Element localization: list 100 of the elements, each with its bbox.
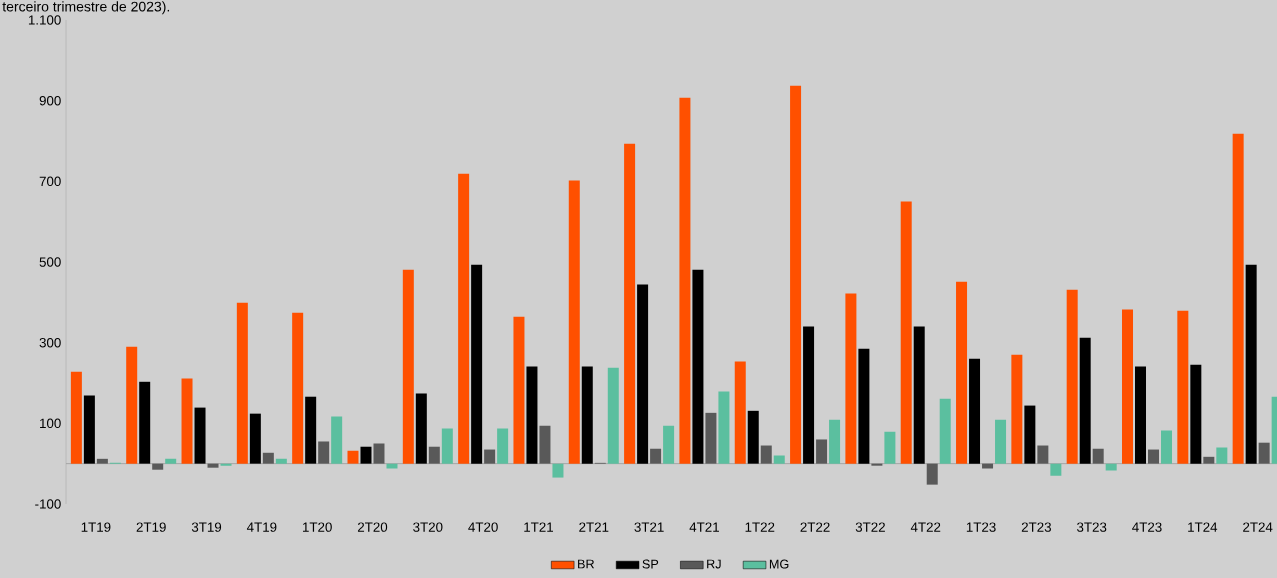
bar [513,316,525,464]
bar [70,371,82,464]
bar [581,366,593,464]
bar [1092,448,1104,464]
x-tick-label: 1T24 [1188,522,1218,532]
x-tick-label: 4T23 [1132,522,1162,532]
bar [982,463,994,469]
x-tick-label: 2T22 [800,522,830,532]
bar [760,445,772,464]
bar [718,391,730,464]
bar [1232,133,1244,464]
y-tick-label: 1.100 [28,15,61,25]
x-tick-label: 3T19 [191,522,222,532]
bar [484,449,496,464]
x-tick-label: 2T20 [357,522,388,532]
bar [126,346,138,464]
x-tick-label: 1T21 [524,522,554,532]
bar [318,441,330,464]
bar [747,410,759,464]
x-tick-label: 3T23 [1076,522,1107,532]
x-tick-label: 2T19 [136,522,166,532]
x-tick-label: 4T19 [246,522,277,532]
chart-title: terceiro trimestre de 2023). [2,1,170,15]
bar [165,458,177,464]
bar [1203,456,1215,464]
bar [900,201,912,464]
x-tick-label: 2T23 [1021,522,1051,532]
x-tick-label: 1T20 [303,522,332,532]
bar [679,97,691,464]
x-tick-label: 1T23 [966,522,996,532]
bar [803,326,815,464]
bar [926,463,938,485]
legend-label: SP [642,559,659,569]
bar [1245,264,1257,464]
bar [220,463,232,466]
bar [458,173,470,464]
bar [347,450,359,464]
legend-label: MG [769,559,789,569]
bar [650,448,662,464]
bar [790,85,802,464]
bar [275,458,287,464]
bar [773,455,785,464]
bar [415,393,427,464]
y-tick-label: 900 [39,95,61,106]
bar [152,463,164,470]
x-tick-label: 2T21 [579,522,609,532]
bar [607,367,619,464]
bar [939,398,951,464]
bar [1011,354,1023,464]
bar [692,269,704,464]
y-tick-label: 100 [40,418,61,429]
bar [360,446,372,464]
bar [373,443,385,464]
bar [139,381,151,464]
bar [871,463,883,466]
bar [1105,463,1117,471]
y-tick-label: 300 [39,337,61,348]
bar [386,463,398,469]
bar [705,412,717,464]
legend-label: BR [578,559,595,569]
x-tick-label: 4T21 [689,522,719,532]
bar [1161,430,1173,464]
bar [1122,309,1134,464]
bar [1177,310,1189,464]
bar [539,425,551,464]
bar [1066,289,1078,464]
x-tick-label: 3T22 [855,522,885,532]
bar [858,348,870,464]
bar [1079,337,1091,464]
y-tick-label: -100 [35,499,61,509]
bar [402,269,414,464]
bar [194,407,206,464]
bar [497,428,509,464]
bar [969,358,981,464]
bar [663,425,675,464]
x-tick-label: 1T19 [81,522,111,532]
bar [913,326,925,464]
bar [249,413,261,464]
bar [734,361,746,464]
bar [1037,445,1049,464]
bar [884,431,896,464]
bar [305,396,317,464]
x-tick-label: 4T22 [910,522,941,532]
bar [526,366,538,464]
bar [1148,449,1160,464]
bar [236,302,248,464]
legend-label: RJ [707,559,721,569]
bar [816,439,828,464]
x-tick-label: 4T20 [468,522,498,532]
bar [331,416,343,464]
x-tick-label: 1T22 [745,522,775,532]
bar [995,419,1007,464]
y-tick-label: 500 [39,257,61,267]
bar [471,264,483,464]
bar [441,428,453,464]
bar [568,180,580,464]
bar [1050,463,1062,476]
bar [83,395,95,464]
bar [1190,364,1202,464]
bar [292,312,304,464]
